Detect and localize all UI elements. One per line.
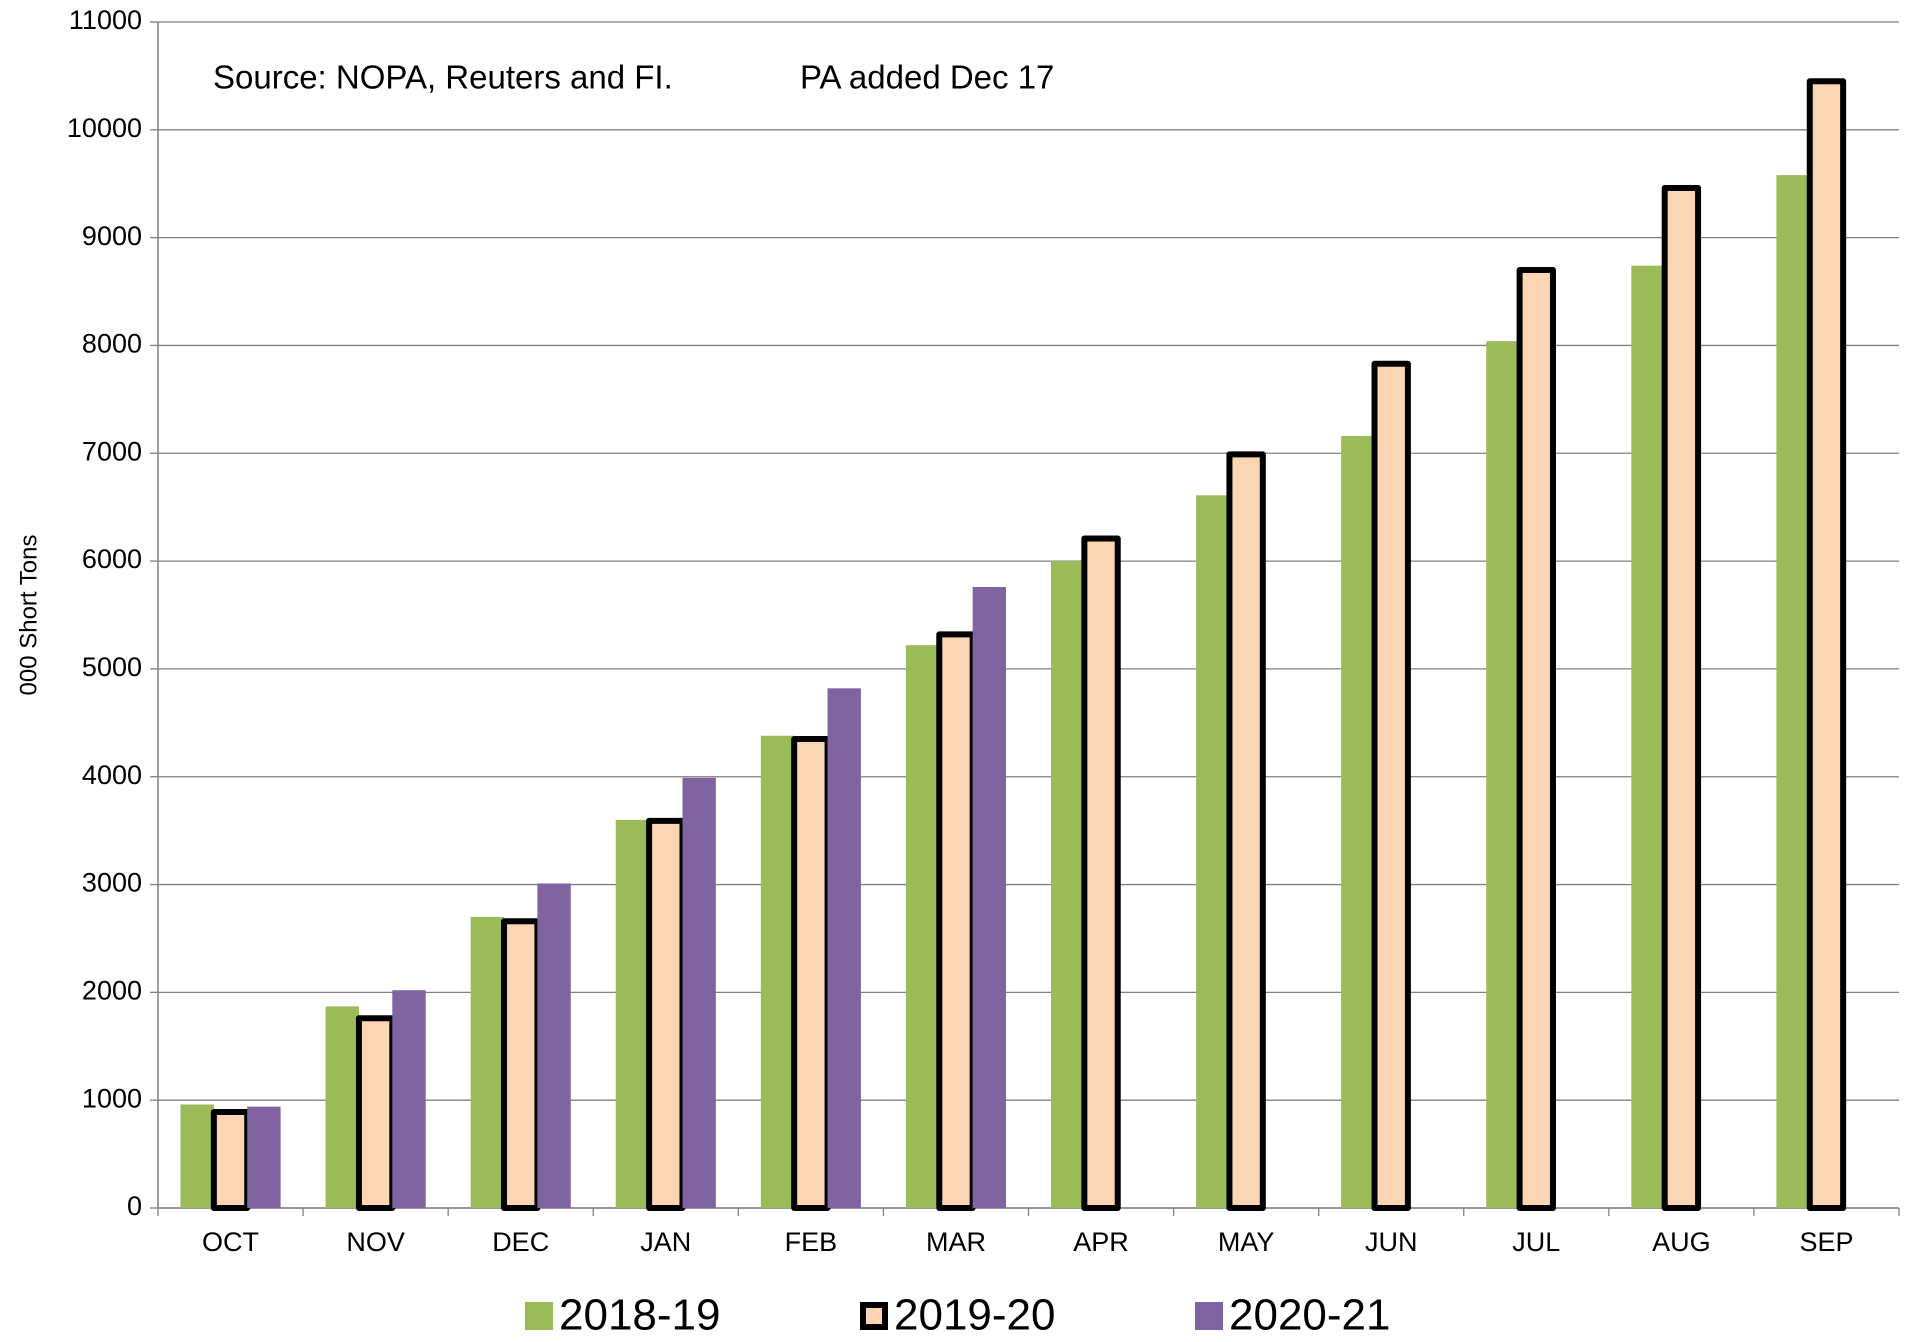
bar — [972, 586, 1007, 1208]
x-tick-label: JUN — [1365, 1227, 1418, 1257]
x-tick-label: FEB — [785, 1227, 838, 1257]
bar — [615, 819, 650, 1208]
y-tick-label: 5000 — [82, 652, 142, 682]
y-axis-label: 000 Short Tons — [15, 534, 42, 695]
bar — [791, 735, 831, 1211]
y-tick-label: 0 — [127, 1191, 142, 1221]
bar — [1631, 265, 1665, 1209]
bar — [827, 688, 861, 1208]
bar — [1050, 561, 1085, 1208]
y-tick-label: 10000 — [67, 113, 142, 143]
bar — [905, 645, 940, 1208]
bar — [1516, 266, 1556, 1211]
bar — [1341, 436, 1375, 1208]
y-tick-label: 6000 — [82, 544, 142, 574]
x-tick-label: MAR — [926, 1227, 986, 1257]
y-tick-label: 8000 — [82, 329, 142, 359]
bar — [1806, 78, 1847, 1211]
bar — [1776, 175, 1810, 1209]
x-tick-label: AUG — [1652, 1227, 1711, 1257]
bar — [646, 817, 686, 1211]
legend-label: 2020-21 — [1229, 1291, 1390, 1340]
bar — [392, 990, 426, 1208]
legend-label: 2018-19 — [559, 1291, 720, 1340]
x-tick-label: APR — [1073, 1227, 1129, 1257]
bar — [210, 1109, 251, 1212]
legend-label: 2019-20 — [894, 1291, 1055, 1340]
bar — [760, 735, 795, 1208]
x-tick-label: NOV — [346, 1227, 405, 1257]
y-tick-label: 7000 — [82, 436, 142, 466]
y-tick-label: 3000 — [82, 868, 142, 898]
bar — [1486, 341, 1520, 1208]
bar — [180, 1104, 214, 1208]
bar — [936, 631, 976, 1211]
bar — [355, 1015, 396, 1211]
bar — [501, 918, 541, 1211]
bar — [247, 1106, 281, 1208]
bar — [682, 777, 716, 1208]
y-tick-label: 1000 — [82, 1083, 142, 1113]
x-tick-label: DEC — [492, 1227, 549, 1257]
legend-swatch — [1195, 1302, 1223, 1330]
y-tick-label: 2000 — [82, 975, 142, 1005]
legend-swatch — [525, 1302, 553, 1330]
bar — [1371, 360, 1411, 1211]
bar — [470, 916, 505, 1208]
annotation: PA added Dec 17 — [800, 59, 1054, 96]
bar — [1081, 535, 1121, 1211]
y-tick-label: 4000 — [82, 760, 142, 790]
bar — [1661, 185, 1702, 1212]
bar — [537, 883, 571, 1208]
y-tick-label: 11000 — [69, 5, 142, 35]
annotation: Source: NOPA, Reuters and FI. — [213, 59, 673, 96]
x-tick-label: MAY — [1218, 1227, 1275, 1257]
x-tick-label: OCT — [202, 1227, 259, 1257]
legend-swatch — [860, 1302, 888, 1330]
x-tick-label: SEP — [1799, 1227, 1853, 1257]
y-tick-label: 9000 — [82, 221, 142, 251]
bar — [1196, 495, 1230, 1209]
bar — [325, 1006, 359, 1208]
x-tick-label: JAN — [640, 1227, 691, 1257]
bar — [1226, 451, 1266, 1212]
x-tick-label: JUL — [1512, 1227, 1560, 1257]
